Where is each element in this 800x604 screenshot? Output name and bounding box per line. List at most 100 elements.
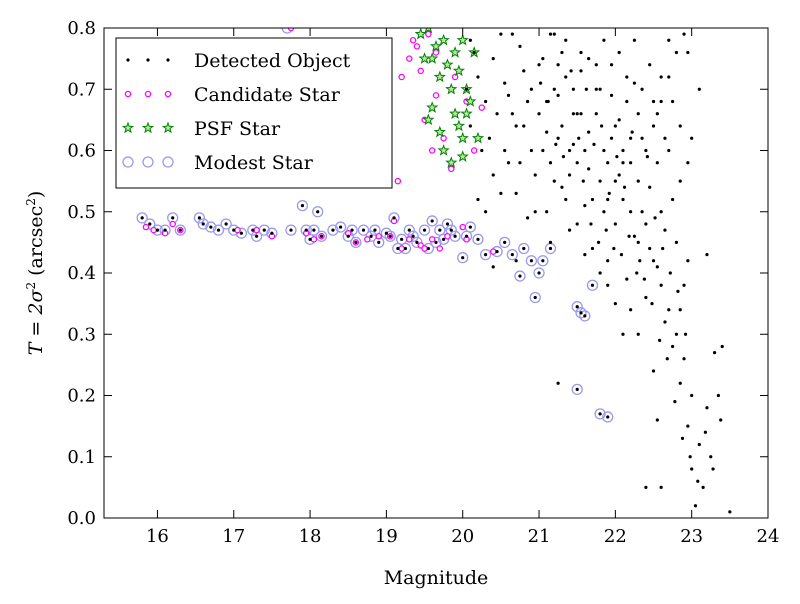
candidate-star-point <box>253 226 260 234</box>
modest-star-point <box>285 224 297 236</box>
detected-object-point <box>682 32 686 36</box>
detected-object-point <box>651 259 656 263</box>
detected-object-point <box>316 210 320 214</box>
detected-object-point <box>673 400 677 404</box>
detected-object-point <box>468 225 472 229</box>
detected-object-point <box>674 50 679 55</box>
modest-star-point <box>533 267 545 279</box>
detected-object-point <box>728 510 732 514</box>
detected-object-point <box>598 412 602 416</box>
detected-object-point <box>617 173 621 177</box>
detected-object-point <box>312 228 316 232</box>
legend-swatch <box>146 58 150 62</box>
psf-star-point <box>448 107 462 119</box>
psf-star-point <box>460 107 473 119</box>
modest-star-point <box>529 291 541 304</box>
psf-star-point <box>418 52 431 64</box>
detected-object-point <box>373 228 377 232</box>
modest-star-point <box>514 270 526 282</box>
legend-swatch <box>144 90 152 98</box>
detected-object-point <box>667 75 671 79</box>
psf-star-point <box>426 101 439 113</box>
detected-object-point <box>430 219 434 223</box>
y-tick-label: 0.4 <box>67 263 96 284</box>
detected-object-point <box>270 231 274 235</box>
x-tick-label: 19 <box>375 526 398 547</box>
detected-object-point <box>503 148 507 153</box>
detected-object-point <box>686 424 690 428</box>
detected-object-series <box>140 32 732 514</box>
detected-object-point <box>548 32 553 36</box>
detected-object-point <box>464 87 469 91</box>
detected-object-point <box>629 210 633 214</box>
detected-object-point <box>346 234 350 238</box>
detected-object-point <box>607 191 611 195</box>
detected-object-point <box>651 124 656 128</box>
candidate-star-point <box>425 30 432 38</box>
detected-object-point <box>499 191 503 195</box>
detected-object-point <box>579 112 583 116</box>
x-tick-label: 24 <box>757 526 780 547</box>
y-tick-label: 0.0 <box>67 508 96 529</box>
detected-object-point <box>680 436 685 440</box>
modest-star-point <box>174 224 186 236</box>
psf-star-point <box>422 113 435 126</box>
detected-object-point <box>537 271 541 275</box>
modest-star-point <box>411 236 423 249</box>
detected-object-point <box>690 393 694 398</box>
detected-object-point <box>575 387 579 391</box>
psf-star-point <box>437 33 450 46</box>
detected-object-point <box>476 237 480 241</box>
modest-star-point <box>334 221 347 233</box>
detected-object-point <box>518 161 522 165</box>
modest-star-point <box>197 218 209 230</box>
detected-object-point <box>720 344 724 349</box>
candidate-star-point <box>394 177 402 185</box>
detected-object-point <box>676 289 680 293</box>
detected-object-point <box>476 75 480 79</box>
detected-object-point <box>155 228 160 232</box>
detected-object-point <box>697 87 701 91</box>
detected-object-point <box>697 442 701 447</box>
detected-object-point <box>484 99 488 104</box>
candidate-star-point <box>436 245 444 252</box>
y-tick-label: 0.6 <box>67 141 96 162</box>
detected-object-point <box>148 222 152 226</box>
detected-object-point <box>621 332 625 336</box>
detected-object-point <box>648 185 652 189</box>
modest-star-point <box>499 236 511 249</box>
candidate-star-point <box>406 55 413 62</box>
modest-star-point <box>296 199 309 212</box>
detected-object-point <box>564 197 568 202</box>
detected-object-point <box>560 50 564 55</box>
detected-object-point <box>661 246 665 251</box>
detected-object-point <box>499 32 503 36</box>
detected-object-point <box>598 271 602 275</box>
detected-object-point <box>476 197 480 202</box>
psf-star-point <box>452 119 466 132</box>
detected-object-point <box>503 240 507 244</box>
modest-star-point <box>327 224 339 236</box>
x-axis-label: Magnitude <box>384 567 489 589</box>
detected-object-point <box>548 240 553 244</box>
detected-object-point <box>650 302 654 306</box>
detected-object-point <box>518 44 522 48</box>
detected-object-point <box>622 185 627 189</box>
detected-object-point <box>300 204 305 208</box>
detected-object-point <box>686 50 690 55</box>
detected-object-point <box>693 504 698 508</box>
y-tick-label: 0.1 <box>67 447 96 468</box>
candidate-star-point <box>444 232 451 240</box>
legend-entry: Modest Star <box>122 152 314 174</box>
y-axis-label: T = 2σ2 (arcsec2) <box>24 191 47 356</box>
detected-object-point <box>613 302 617 306</box>
detected-object-point <box>503 81 507 85</box>
detected-object-point <box>636 179 640 183</box>
detected-object-point <box>642 277 646 281</box>
detected-object-point <box>251 228 255 232</box>
detected-object-point <box>377 240 381 244</box>
modest-star-point <box>472 233 484 245</box>
detected-object-point <box>567 228 572 232</box>
detected-object-point <box>690 136 694 140</box>
detected-object-point <box>209 225 213 229</box>
